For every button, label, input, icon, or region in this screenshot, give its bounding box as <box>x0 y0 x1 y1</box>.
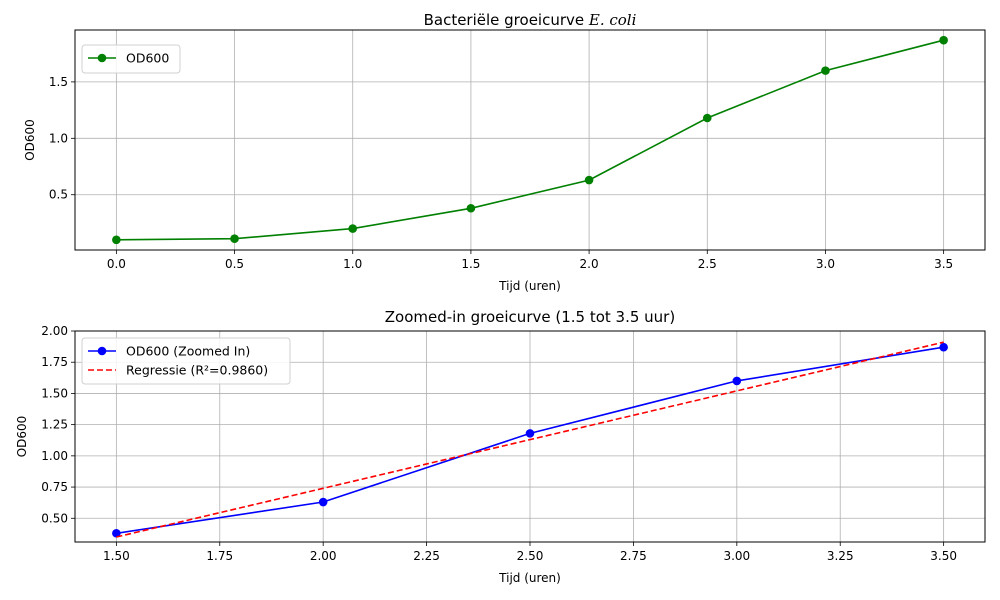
data-point <box>584 175 594 185</box>
data-point <box>112 528 121 538</box>
data-point <box>821 66 830 75</box>
data-point <box>702 113 712 123</box>
x-tick-label: 2.50 <box>517 549 544 563</box>
x-tick-label: 2.25 <box>413 549 440 563</box>
data-point <box>939 342 948 352</box>
x-tick-label: 1.50 <box>103 549 130 563</box>
data-point <box>939 35 948 45</box>
chart-title: Zoomed-in groeicurve (1.5 tot 3.5 uur) <box>385 308 675 326</box>
x-tick-label: 3.00 <box>723 549 750 563</box>
data-point <box>348 224 358 233</box>
legend-label: OD600 <box>126 51 169 66</box>
x-tick-label: 0.0 <box>107 257 126 271</box>
x-tick-label: 1.5 <box>461 257 480 271</box>
y-tick-label: 1.0 <box>49 131 68 145</box>
x-tick-label: 2.75 <box>620 549 647 563</box>
legend: OD600 (Zoomed In) Regressie (R²=0.9860) <box>81 337 291 385</box>
legend-swatch-marker <box>97 346 107 356</box>
y-axis-label: OD600 <box>23 119 37 161</box>
x-tick-label: 3.5 <box>934 257 953 271</box>
data-point <box>466 203 476 213</box>
series-line-2 <box>116 341 944 538</box>
legend-box <box>81 337 291 385</box>
y-axis-label: OD600 <box>15 416 29 458</box>
x-tick-label: 2.00 <box>310 549 337 563</box>
y-tick-label: 0.50 <box>41 511 68 525</box>
x-tick-label: 3.0 <box>816 257 835 271</box>
legend-label: OD600 (Zoomed In) <box>126 344 250 359</box>
x-axis-label: Tijd (uren) <box>498 279 561 293</box>
y-tick-label: 0.5 <box>49 188 68 202</box>
legend-label: Regressie (R²=0.9860) <box>126 363 268 378</box>
data-point <box>318 497 328 507</box>
legend-box <box>81 44 181 74</box>
data-point <box>112 235 121 245</box>
x-tick-label: 3.25 <box>827 549 854 563</box>
x-tick-label: 0.5 <box>225 257 244 271</box>
x-tick-label: 2.0 <box>580 257 599 271</box>
y-tick-label: 1.25 <box>41 418 68 432</box>
plots-root: 0.0 0.5 1.0 1.5 2.0 2.5 3.0 3.5 0.5 1.0 1.5 Bacteri… <box>15 11 986 585</box>
y-tick-label: 1.00 <box>41 449 68 463</box>
subplot-2: 1.50 1.75 2.00 2.25 2.50 2.75 3.00 3.25 3.50 0.50… <box>15 308 986 585</box>
y-tick-label: 0.75 <box>41 480 68 494</box>
subplot-1: 0.0 0.5 1.0 1.5 2.0 2.5 3.0 3.5 0.5 1.0 1.5 Bacteri… <box>23 11 986 293</box>
y-tick-label: 2.00 <box>41 324 68 338</box>
axes-frame <box>74 330 986 543</box>
data-point <box>732 376 742 386</box>
x-tick-label: 1.75 <box>206 549 233 563</box>
x-tick-label: 1.0 <box>343 257 362 271</box>
series-line-1 <box>116 39 944 241</box>
y-tick-label: 1.5 <box>49 75 68 89</box>
data-point <box>230 234 239 244</box>
chart-title-italic: E. coli <box>584 11 636 29</box>
legend-swatch-marker <box>97 53 107 63</box>
axes-frame <box>74 29 986 251</box>
legend: OD600 <box>81 44 181 74</box>
x-tick-label: 2.5 <box>698 257 717 271</box>
data-point <box>525 429 535 438</box>
x-tick-label: 3.50 <box>930 549 957 563</box>
x-axis-label: Tijd (uren) <box>498 571 561 585</box>
y-tick-label: 1.50 <box>41 386 68 400</box>
chart-title: Bacteriële groeicurve E. coli <box>424 11 637 29</box>
y-tick-label: 1.75 <box>41 355 68 369</box>
